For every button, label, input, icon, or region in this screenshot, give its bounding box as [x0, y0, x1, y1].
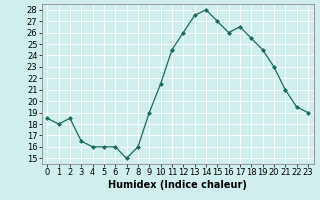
X-axis label: Humidex (Indice chaleur): Humidex (Indice chaleur): [108, 180, 247, 190]
